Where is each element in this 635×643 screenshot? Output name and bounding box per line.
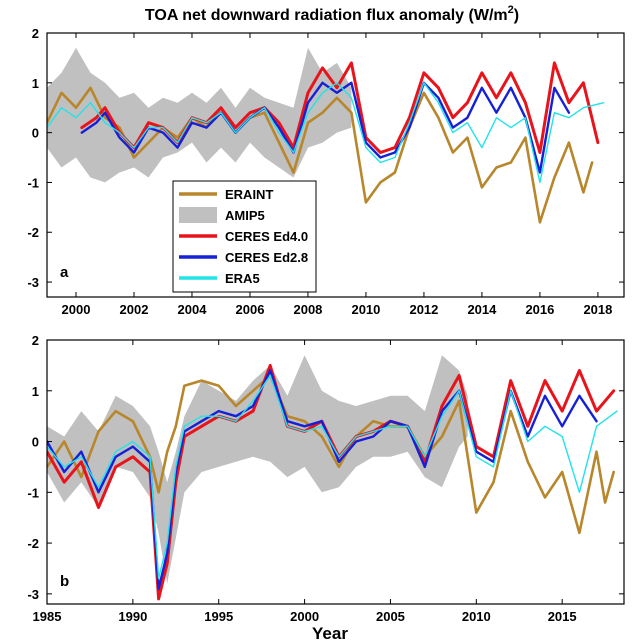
x-tick-label: 1995 (204, 609, 233, 624)
chart-title-main: TOA net downward radiation flux anomaly … (145, 7, 508, 24)
series-lines-a (47, 61, 605, 224)
chart-title-superscript: 2 (508, 4, 514, 16)
chart-title-close: ) (514, 7, 519, 24)
y-tick-label: 2 (32, 26, 39, 41)
x-tick-label: 2008 (293, 302, 322, 317)
x-tick-label: 2016 (525, 302, 554, 317)
x-tick-label: 2000 (290, 609, 319, 624)
y-axis-a: -3 -2 -1 0 1 2 (27, 26, 624, 290)
series-line-era5 (47, 374, 618, 580)
panel-label-b: b (60, 573, 69, 590)
x-tick-label: 2002 (120, 302, 149, 317)
x-tick-label: 2004 (178, 302, 208, 317)
x-tick-label: 1985 (33, 609, 62, 624)
y-tick-label: -1 (27, 485, 39, 500)
series-line-ceres-ed4-0 (47, 363, 616, 601)
y-tick-label: 1 (32, 384, 39, 399)
amip5-band-area (47, 47, 352, 183)
x-axis-b: 1985 1990 1995 2000 2005 2010 2015 (33, 340, 577, 624)
amip5-band-area (47, 355, 468, 584)
plot-frame-a (46, 32, 625, 298)
legend-label-era5: ERA5 (225, 271, 260, 286)
y-tick-label: -2 (27, 225, 39, 240)
series-line-eraint (47, 86, 594, 224)
amip5-band-a (47, 47, 352, 183)
series-lines-b (47, 363, 618, 601)
series-line-ceres-ed2-8 (80, 81, 571, 174)
y-tick-label: -3 (27, 587, 39, 602)
x-tick-label: 2012 (409, 302, 438, 317)
x-tick-label: 2006 (236, 302, 265, 317)
legend-label-ceres-ed2-8: CERES Ed2.8 (225, 250, 308, 265)
panel-label-a: a (60, 264, 69, 281)
x-axis-a: 2000 2002 2004 2006 2008 2010 2012 2014 2016 2018 (62, 33, 612, 317)
x-tick-label: 1990 (118, 609, 147, 624)
y-tick-label: 0 (32, 126, 39, 141)
legend-label-eraint: ERAINT (225, 187, 273, 202)
x-tick-label: 2010 (462, 609, 491, 624)
x-tick-label: 2005 (376, 609, 405, 624)
y-tick-label: -2 (27, 536, 39, 551)
series-line-ceres-ed2-8 (47, 369, 598, 590)
x-tick-label: 2000 (62, 302, 91, 317)
y-tick-label: 2 (32, 333, 39, 348)
series-line-era5 (47, 82, 605, 184)
legend-swatch-amip5 (179, 207, 217, 223)
chart-title: TOA net downward radiation flux anomaly … (145, 4, 519, 24)
amip5-band-b (47, 355, 468, 584)
x-axis-label: Year (312, 624, 348, 643)
x-tick-label: 2018 (583, 302, 612, 317)
panel-b: -3 -2 -1 0 1 2 1985 1990 1995 2000 2005 2010 2015 b (27, 333, 625, 624)
y-tick-label: 0 (32, 435, 39, 450)
legend-label-amip5: AMIP5 (225, 208, 265, 223)
x-tick-label: 2015 (548, 609, 577, 624)
legend-label-ceres-ed4-0: CERES Ed4.0 (225, 229, 308, 244)
y-tick-label: 1 (32, 76, 39, 91)
y-tick-label: -3 (27, 275, 39, 290)
plot-frame-b (46, 339, 625, 605)
y-axis-b: -3 -2 -1 0 1 2 (27, 333, 624, 602)
legend: ERAINT AMIP5 CERES Ed4.0 CERES Ed2.8 ERA5 (172, 180, 317, 293)
y-tick-label: -1 (27, 175, 39, 190)
x-tick-label: 2014 (467, 302, 497, 317)
x-tick-label: 2010 (351, 302, 380, 317)
